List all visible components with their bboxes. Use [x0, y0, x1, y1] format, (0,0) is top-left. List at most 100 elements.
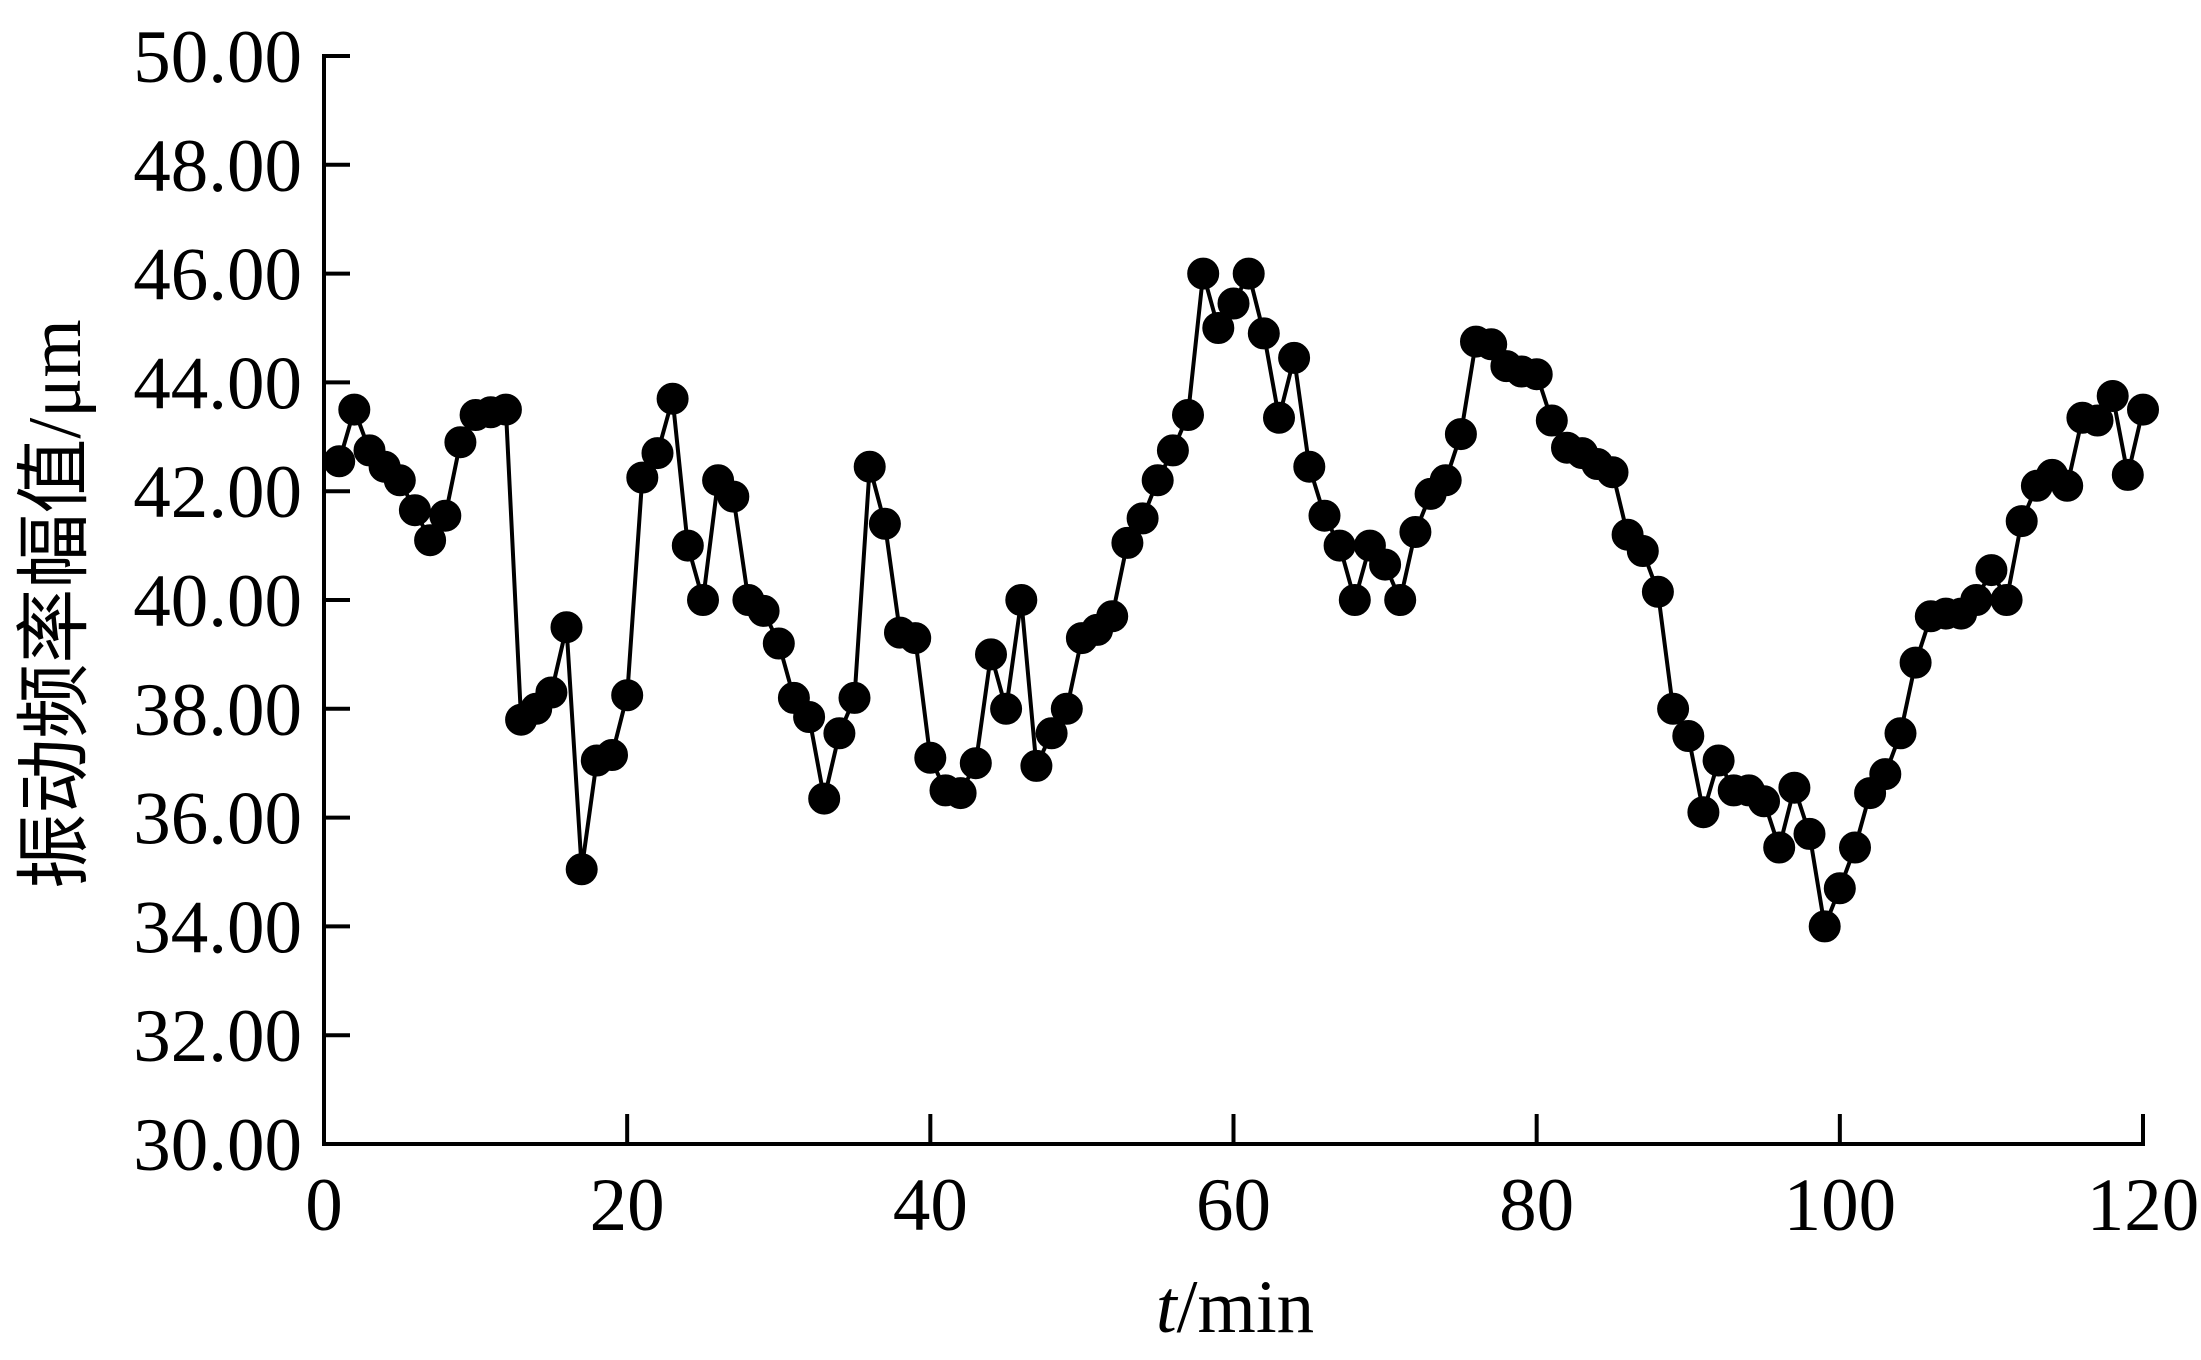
data-point: [323, 445, 356, 478]
data-point: [338, 393, 371, 426]
data-point: [853, 450, 886, 483]
data-point: [793, 701, 826, 733]
data-point: [1763, 831, 1796, 864]
x-tick-label: 80: [1499, 1164, 1574, 1247]
x-tick-label: 40: [893, 1164, 968, 1247]
data-point: [1702, 744, 1735, 777]
data-point: [823, 717, 856, 750]
data-point: [1141, 464, 1174, 497]
data-point: [489, 393, 522, 426]
data-point: [1657, 692, 1690, 725]
data-point: [1884, 717, 1917, 750]
data-point: [1172, 399, 1204, 431]
y-tick-label: 50.00: [133, 16, 302, 99]
data-point: [899, 622, 932, 655]
x-tick-label: 120: [2087, 1164, 2200, 1247]
data-point: [1263, 401, 1295, 434]
data-point: [2005, 505, 2038, 538]
x-tick-label: 60: [1196, 1164, 1271, 1247]
data-point: [1323, 529, 1356, 562]
data-point: [1444, 418, 1477, 451]
y-tick-label: 34.00: [133, 886, 302, 969]
data-point: [1823, 872, 1856, 905]
data-point: [1748, 785, 1780, 818]
data-point: [1808, 910, 1841, 943]
data-point: [1869, 758, 1902, 791]
data-point: [641, 437, 674, 470]
data-point: [1187, 257, 1220, 290]
data-point: [1126, 502, 1159, 535]
data-point: [1156, 434, 1189, 467]
data-point: [1111, 526, 1144, 559]
data-point: [1247, 317, 1280, 350]
data-point: [611, 679, 644, 712]
data-point: [1535, 404, 1568, 437]
data-point: [1990, 584, 2023, 616]
data-point: [565, 853, 598, 886]
y-tick-label: 44.00: [133, 342, 302, 425]
data-point: [1641, 575, 1674, 608]
data-point: [1687, 796, 1720, 829]
data-point: [1626, 535, 1659, 567]
data-point: [1050, 692, 1083, 725]
data-point: [414, 524, 447, 557]
data-point: [1217, 287, 1250, 320]
data-point: [717, 480, 750, 513]
y-tick-label: 40.00: [133, 560, 302, 643]
data-point: [762, 627, 795, 660]
x-tick-label: 0: [305, 1164, 343, 1247]
data-point: [944, 777, 977, 810]
y-axis-title: 振动频率幅值/μm: [14, 319, 97, 888]
x-axis-variable: t: [1156, 1266, 1179, 1349]
ticks-layer: 30.00 32.00 34.00 36.00 38.00 40.00 42.00 44.00…: [133, 16, 2199, 1247]
data-point: [959, 747, 992, 780]
data-point: [2081, 404, 2114, 437]
data-point: [914, 741, 947, 774]
data-point: [383, 464, 416, 497]
data-point: [1384, 584, 1417, 616]
y-tick-label: 48.00: [133, 125, 302, 208]
data-point: [626, 461, 659, 494]
data-point: [550, 611, 583, 644]
data-point: [2096, 380, 2129, 412]
data-point: [1429, 464, 1462, 497]
data-point: [990, 692, 1023, 725]
y-tick-label: 42.00: [133, 451, 302, 534]
data-point: [656, 382, 689, 415]
data-point: [1202, 312, 1235, 344]
data-point: [1369, 548, 1402, 581]
data-point: [1399, 516, 1432, 548]
data-point: [1672, 720, 1705, 752]
data-point: [2051, 469, 2084, 502]
data-point: [747, 594, 780, 627]
x-axis-title: t/min: [1156, 1266, 1314, 1349]
data-point: [1520, 358, 1553, 391]
data-point: [1308, 499, 1341, 532]
data-point: [1596, 456, 1629, 489]
data-point: [1035, 717, 1068, 750]
data-point: [1899, 646, 1932, 679]
data-point: [975, 638, 1007, 671]
data-point: [1839, 831, 1871, 864]
data-point: [398, 494, 431, 527]
data-point: [1020, 749, 1053, 782]
data-point: [687, 584, 719, 616]
series-line: [337, 271, 2145, 929]
y-tick-label: 38.00: [133, 669, 302, 752]
y-tick-label: 30.00: [133, 1104, 302, 1187]
data-point: [596, 739, 628, 771]
data-point: [838, 681, 871, 714]
data-point: [1960, 584, 1993, 616]
data-point: [1778, 771, 1811, 804]
data-point: [1975, 554, 2008, 587]
data-point: [868, 507, 901, 540]
x-tick-label: 100: [1784, 1164, 1897, 1247]
data-point: [1232, 257, 1265, 290]
data-point: [1096, 600, 1129, 633]
data-point: [1278, 341, 1311, 374]
data-point: [2127, 393, 2159, 426]
data-point: [1005, 584, 1038, 616]
data-point: [2111, 458, 2144, 491]
x-tick-label: 20: [590, 1164, 665, 1247]
y-tick-label: 46.00: [133, 234, 302, 317]
